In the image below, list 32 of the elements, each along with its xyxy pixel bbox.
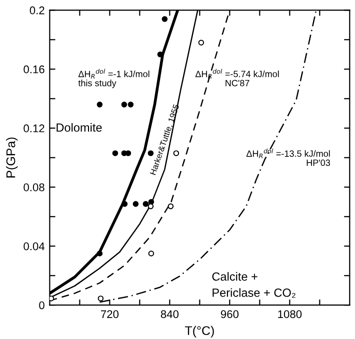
point <box>132 201 139 207</box>
point <box>142 201 149 207</box>
y-tick-label: 0.04 <box>24 242 45 250</box>
point <box>198 40 204 46</box>
x-tick-label: 840 <box>160 310 179 318</box>
annotation: Calcite + Periclase + CO₂ <box>212 272 296 298</box>
point <box>96 250 103 256</box>
y-tick-label: 0.16 <box>24 65 44 74</box>
point <box>148 250 154 256</box>
y-tick-label: 0.08 <box>24 183 44 192</box>
point <box>128 102 134 108</box>
y-axis-title: P(GPa) <box>6 138 18 178</box>
x-axis-title: T(°C) <box>184 326 214 338</box>
x-tick-label: 960 <box>220 310 239 318</box>
annotation: ΔH$_{R}$$^{dol}$ =-1 kJ/mol this study <box>78 68 150 88</box>
point <box>50 296 54 302</box>
annotation: Dolomite <box>56 123 102 132</box>
annotation: ΔH$_{R}$$^{dol}$ =-5.74 kJ/mol NC'87 <box>195 68 279 86</box>
y-tick-label: 0 <box>39 301 44 310</box>
point <box>162 16 168 22</box>
x-tick-label: 720 <box>100 310 119 318</box>
point <box>112 150 118 156</box>
y-tick-label: 0.2 <box>30 6 44 14</box>
point <box>168 203 174 210</box>
point <box>121 102 128 108</box>
y-tick-label: 0.12 <box>24 124 44 132</box>
point <box>173 150 180 156</box>
point <box>98 296 104 302</box>
x-tick-label: 1080 <box>278 310 302 318</box>
point <box>96 102 103 108</box>
point <box>148 203 154 210</box>
annotation: ΔH$_{R}$$^{dol}$ =-13.5 kJ/mol HP'03 <box>246 148 330 166</box>
